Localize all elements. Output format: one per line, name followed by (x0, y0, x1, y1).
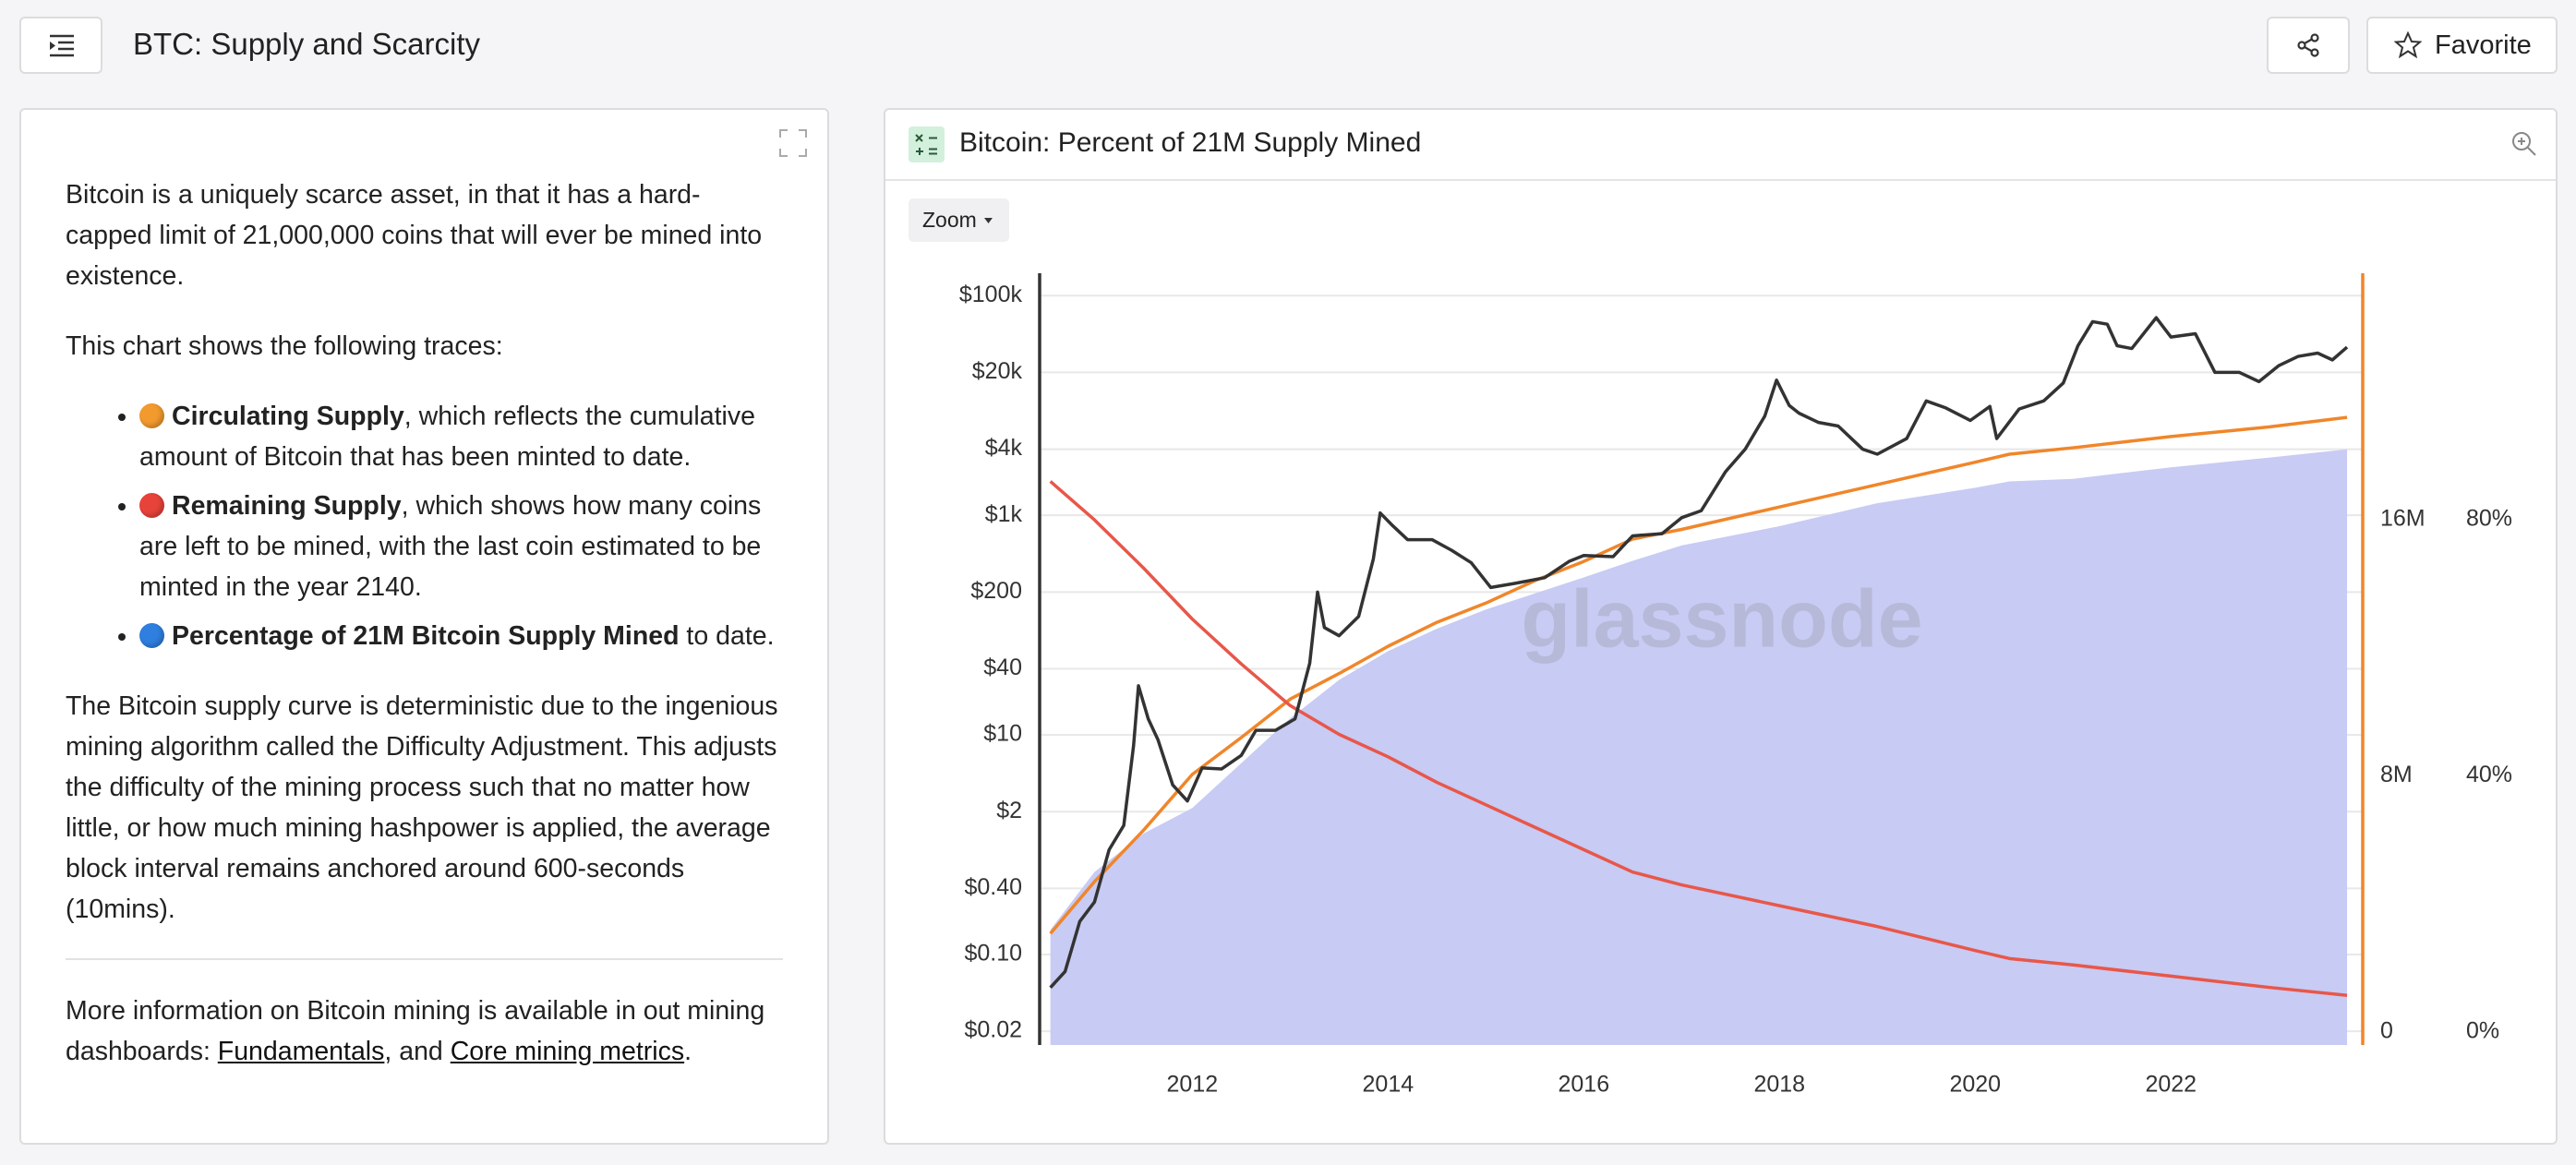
trace-text: , which shows how many coins are left to… (139, 491, 762, 602)
x-tick-label: 2016 (1558, 1072, 1609, 1098)
star-icon (2394, 31, 2422, 59)
dot (139, 623, 164, 648)
link[interactable]: Fundamentals (217, 1037, 385, 1066)
y2-tick-label: 0 (2380, 1018, 2393, 1044)
y-tick-label: $2 (996, 798, 1022, 823)
zoom-icon[interactable] (2510, 130, 2538, 158)
y3-tick-label: 80% (2466, 506, 2512, 532)
line (1049, 480, 2348, 997)
text: More information on Bitcoin mining is av… (66, 996, 765, 1066)
expand-icon[interactable] (778, 128, 808, 158)
chart-title: Bitcoin: Percent of 21M Supply Mined (959, 127, 1422, 158)
explanation: The Bitcoin supply curve is deterministi… (66, 691, 778, 924)
panel-header: Bitcoin: Percent of 21M Supply Mined (885, 110, 2556, 181)
favorite-label: Favorite (2435, 30, 2532, 60)
menu-icon (50, 34, 74, 57)
watermark: glassnode (1521, 572, 1922, 664)
caret (983, 217, 993, 223)
divider (66, 958, 783, 960)
y-tick-label: $40 (983, 655, 1022, 680)
y3-tick-label: 40% (2466, 762, 2512, 787)
zoom-button[interactable]: Zoom (909, 198, 1009, 242)
trace-name: Circulating Supply (172, 402, 404, 431)
chart: $0.02 $0.10 $0.40 $2 $10 $40 $200 $1k $4k $20k $10… (959, 273, 2512, 1098)
dot (139, 493, 164, 518)
y-tick-label: $0.10 (964, 941, 1022, 967)
page-title: BTC: Supply and Scarcity (133, 27, 480, 61)
share-button[interactable] (2267, 17, 2350, 74)
link[interactable]: Core mining metrics (450, 1037, 685, 1066)
trace-text: , which reflects the cumulative amount o… (139, 402, 755, 472)
trace-name: Percentage of 21M Bitcoin Supply Mined (172, 621, 680, 651)
y-tick-label: $4k (985, 435, 1023, 461)
y-tick-label: $100k (959, 282, 1023, 307)
y2-tick-label: 16M (2380, 506, 2426, 532)
share-icon (2297, 33, 2319, 57)
line (1049, 316, 2349, 989)
line (1049, 415, 2348, 935)
trace-item: Percentage of 21M Bitcoin Supply Mined t… (139, 616, 783, 656)
x-tick-label: 2012 (1167, 1072, 1219, 1098)
text: , and (384, 1037, 451, 1066)
favorite-button[interactable]: Favorite (2366, 17, 2558, 74)
y2-tick-label: 8M (2380, 762, 2413, 787)
text: . (684, 1037, 692, 1066)
trace-name: Remaining Supply (172, 491, 402, 521)
x-tick-label: 2014 (1363, 1072, 1414, 1098)
trace-list: Circulating Supply, which reflects the c… (66, 396, 783, 656)
y-tick-label: $0.02 (964, 1017, 1022, 1043)
x-tick-label: 2018 (1753, 1072, 1805, 1098)
trace-text: to date. (679, 621, 775, 651)
trace-item: Circulating Supply, which reflects the c… (139, 396, 783, 477)
y3-tick-label: 0% (2466, 1018, 2499, 1044)
more-info: More information on Bitcoin mining is av… (66, 991, 783, 1072)
y-tick-label: $20k (972, 358, 1023, 384)
article-panel: Bitcoin is a uniquely scarce asset, in t… (19, 108, 829, 1145)
lead: This chart shows the following traces: (66, 331, 503, 361)
x-tick-label: 2020 (1949, 1072, 2001, 1098)
x-tick-label: 2022 (2145, 1072, 2197, 1098)
trace-item: Remaining Supply, which shows how many c… (139, 486, 783, 607)
chart-panel: Bitcoin: Percent of 21M Supply Mined $0.… (884, 108, 2558, 1145)
dot (139, 403, 164, 428)
y-tick-label: $0.40 (964, 874, 1022, 900)
metric-icon (909, 126, 945, 162)
intro: Bitcoin is a uniquely scarce asset, in t… (66, 180, 763, 291)
y-tick-label: $10 (983, 721, 1022, 747)
y-tick-label: $1k (985, 501, 1023, 527)
zoom-label: Zoom (922, 208, 977, 232)
area (1050, 449, 2348, 1045)
y-tick-label: $200 (970, 578, 1022, 604)
menu-button[interactable] (19, 17, 102, 74)
